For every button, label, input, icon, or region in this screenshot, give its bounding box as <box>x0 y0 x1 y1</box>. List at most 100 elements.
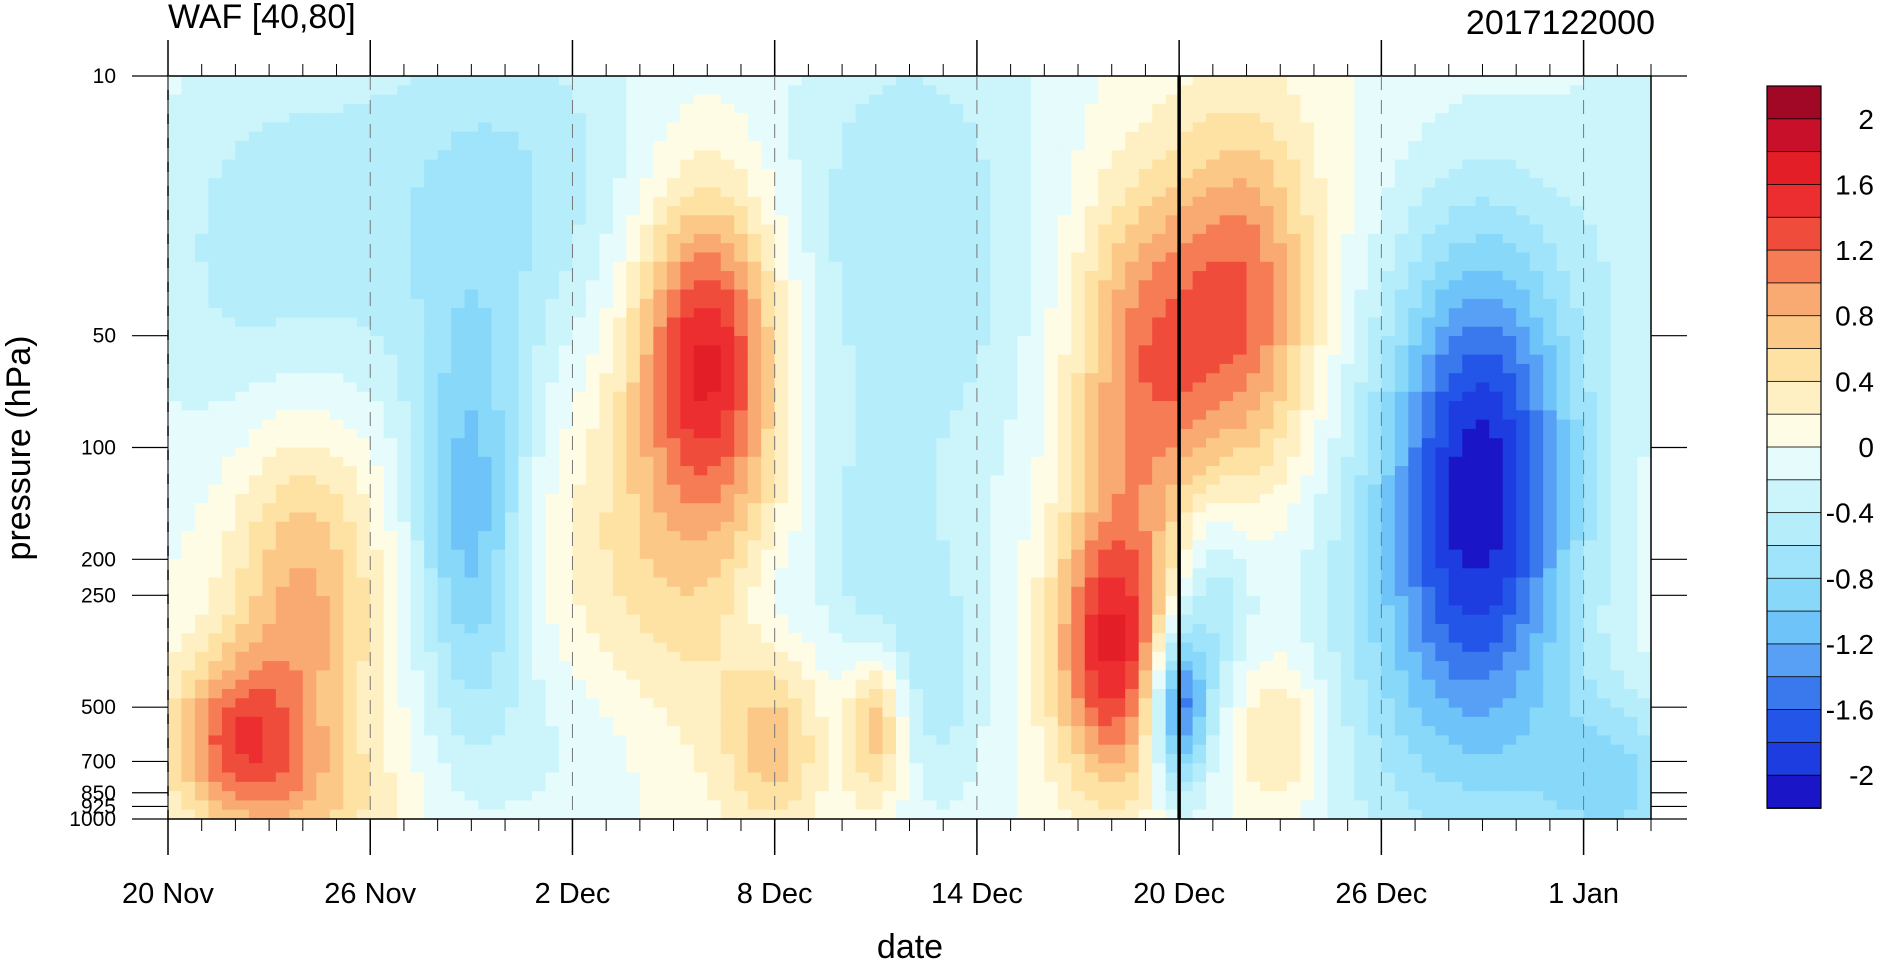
field-cell <box>451 651 466 662</box>
field-cell <box>181 531 196 541</box>
field-cell <box>976 558 991 569</box>
field-cell <box>545 466 560 476</box>
field-cell <box>248 661 263 671</box>
field-cell <box>949 224 965 235</box>
field-cell <box>558 763 574 774</box>
field-cell <box>639 688 654 699</box>
field-cell <box>545 363 560 374</box>
field-cell <box>761 428 776 439</box>
field-cell <box>316 261 331 272</box>
field-cell <box>478 809 493 819</box>
field-cell <box>949 373 965 384</box>
field-cell <box>518 280 533 291</box>
field-cell <box>896 586 911 597</box>
field-cell <box>168 168 183 179</box>
field-cell <box>451 688 466 699</box>
field-cell <box>707 271 722 281</box>
field-cell <box>909 280 924 291</box>
field-cell <box>842 531 857 541</box>
field-cell <box>815 336 830 346</box>
field-cell <box>599 326 614 337</box>
field-cell <box>558 243 574 254</box>
field-cell <box>491 540 506 551</box>
field-cell <box>869 521 884 532</box>
field-cell <box>666 428 681 439</box>
field-cell <box>505 531 520 541</box>
field-cell <box>181 744 196 755</box>
field-cell <box>774 651 789 662</box>
field-cell <box>208 168 223 179</box>
field-cell <box>478 670 493 681</box>
field-cell <box>343 419 358 430</box>
field-cell <box>289 484 304 495</box>
field-cell <box>558 744 574 755</box>
field-cell <box>451 809 466 819</box>
field-cell <box>801 289 816 300</box>
field-cell <box>801 233 816 244</box>
field-cell <box>639 252 654 263</box>
field-cell <box>788 623 803 634</box>
field-cell <box>410 289 425 300</box>
field-cell <box>842 317 857 328</box>
field-cell <box>612 271 627 281</box>
field-cell <box>990 531 1005 541</box>
field-cell <box>424 261 439 272</box>
field-cell <box>693 642 708 653</box>
field-cell <box>896 382 911 393</box>
field-cell <box>855 707 870 718</box>
field-cell <box>572 196 587 207</box>
field-cell <box>572 512 587 523</box>
field-cell <box>262 243 277 254</box>
field-cell <box>869 363 884 374</box>
field-cell <box>963 456 978 467</box>
field-cell <box>815 753 830 764</box>
field-cell <box>248 707 263 718</box>
field-cell <box>356 531 371 541</box>
field-cell <box>828 661 843 671</box>
field-cell <box>922 744 938 755</box>
field-cell <box>316 150 331 161</box>
field-cell <box>302 791 317 802</box>
field-cell <box>842 744 857 755</box>
field-cell <box>532 401 547 411</box>
field-cell <box>424 363 439 374</box>
field-cell <box>801 735 816 746</box>
field-cell <box>693 336 708 346</box>
field-cell <box>221 336 237 346</box>
field-cell <box>869 428 884 439</box>
field-cell <box>437 753 452 764</box>
field-cell <box>680 614 695 625</box>
field-cell <box>909 772 924 783</box>
field-cell <box>262 577 277 588</box>
field-cell <box>491 558 506 569</box>
field-cell <box>639 76 654 86</box>
field-cell <box>666 196 681 207</box>
field-cell <box>235 150 250 161</box>
field-cell <box>451 298 466 309</box>
field-cell <box>505 326 520 337</box>
field-cell <box>356 252 371 263</box>
field-cell <box>963 326 978 337</box>
field-cell <box>545 224 560 235</box>
field-cell <box>882 503 897 514</box>
field-cell <box>343 633 358 644</box>
field-cell <box>424 373 439 384</box>
field-cell <box>397 791 412 802</box>
field-cell <box>545 707 560 718</box>
field-cell <box>424 215 439 226</box>
field-cell <box>235 382 250 393</box>
field-cell <box>356 271 371 281</box>
field-cell <box>383 280 398 291</box>
field-cell <box>653 651 668 662</box>
field-cell <box>194 382 210 393</box>
field-cell <box>558 298 574 309</box>
field-cell <box>437 670 452 681</box>
field-cell <box>882 76 897 86</box>
field-cell <box>235 196 250 207</box>
field-cell <box>478 753 493 764</box>
field-cell <box>518 744 533 755</box>
field-cell <box>747 744 762 755</box>
field-cell <box>289 707 304 718</box>
field-cell <box>869 206 884 216</box>
field-cell <box>572 447 587 458</box>
